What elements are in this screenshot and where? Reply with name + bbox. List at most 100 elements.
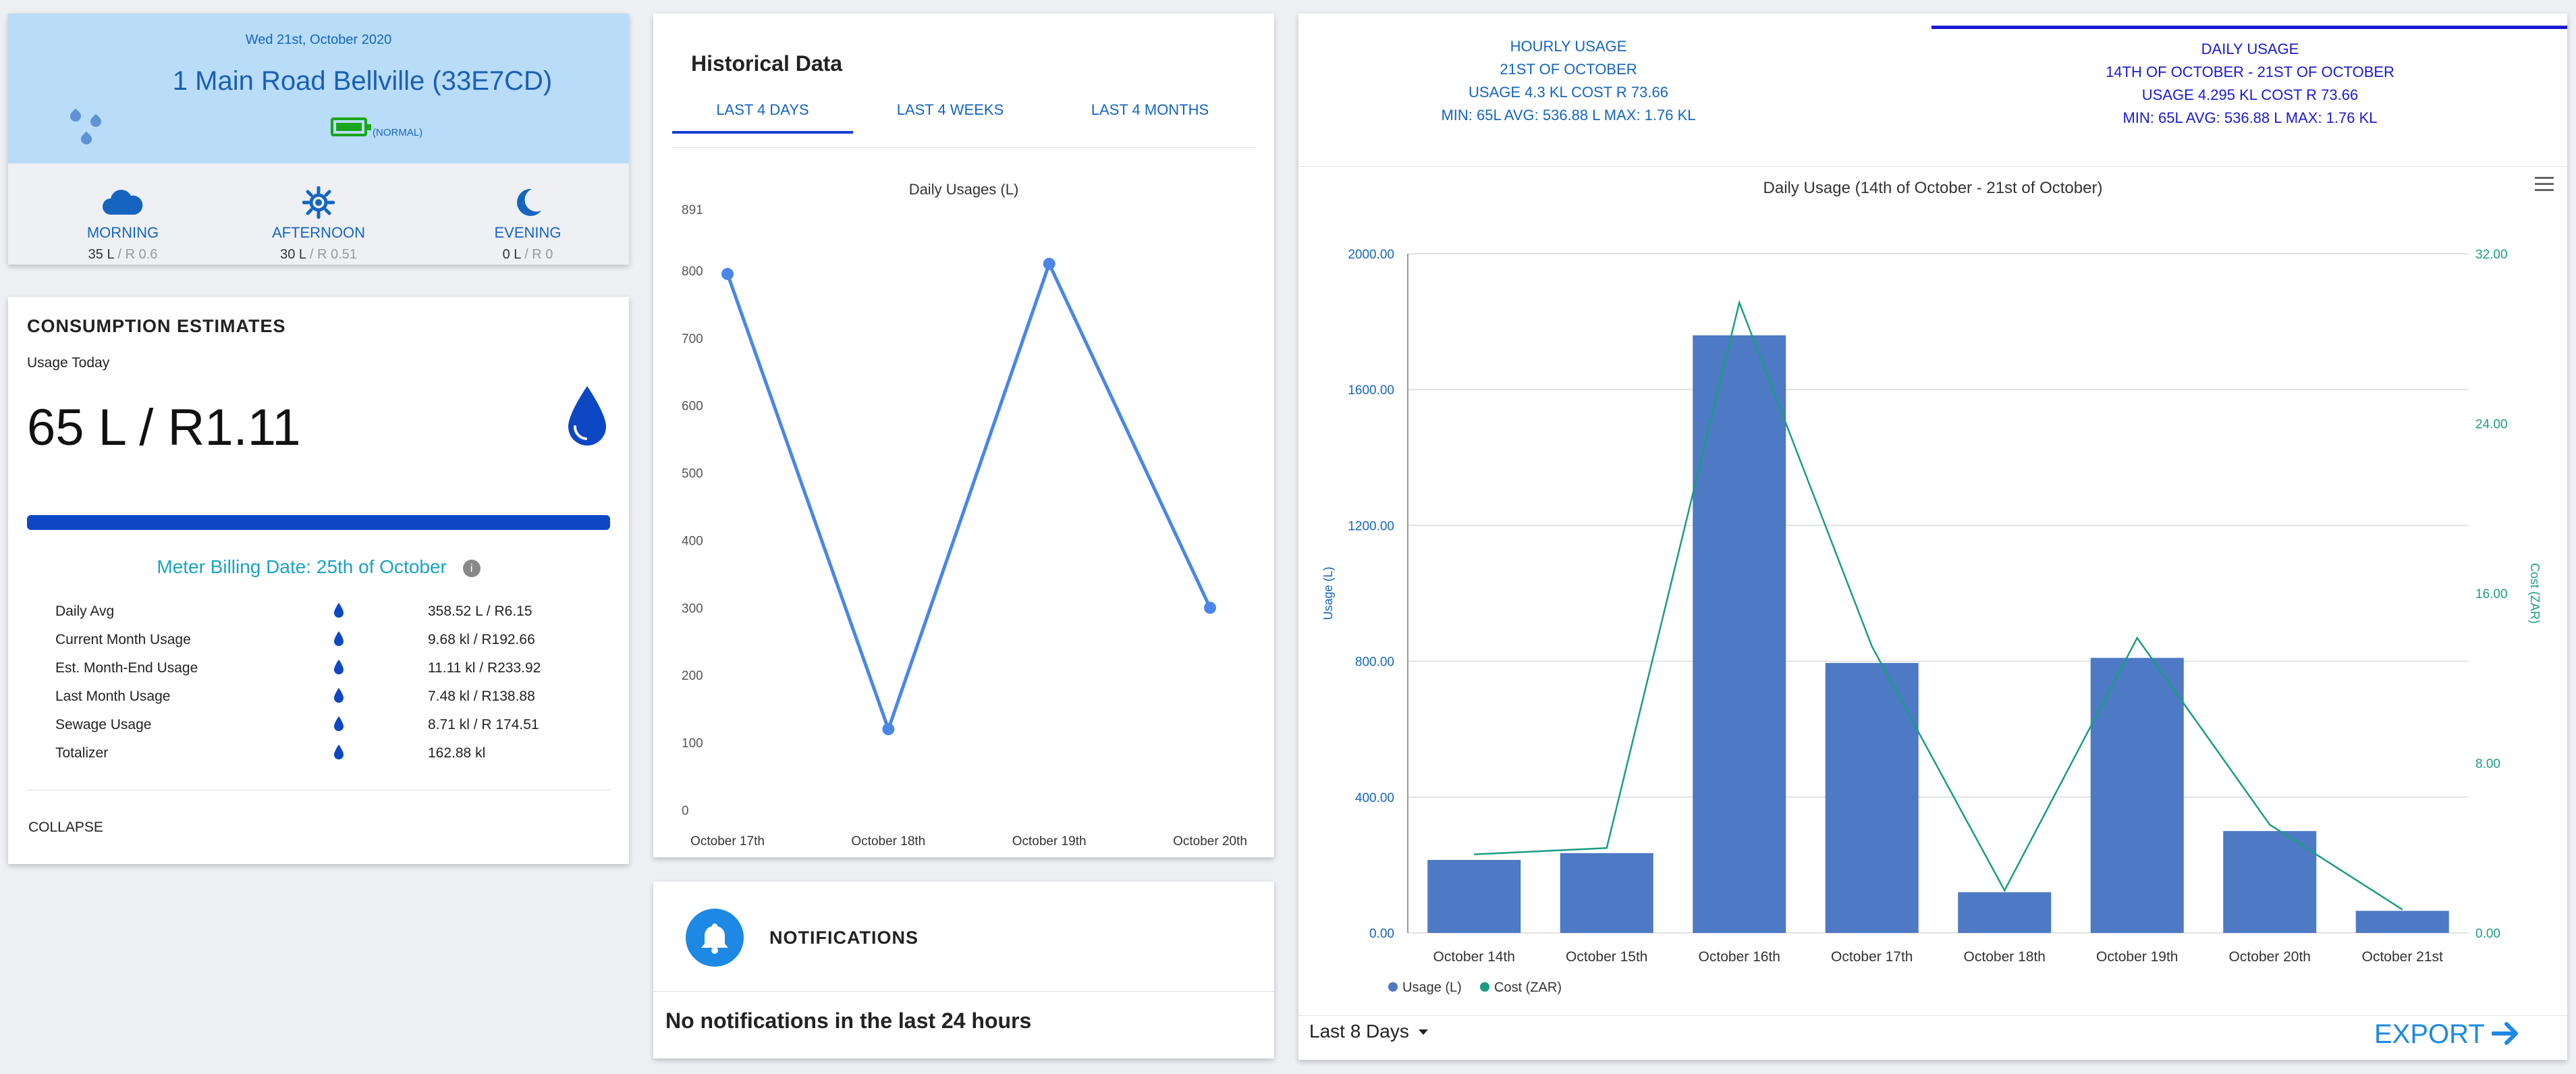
period-value: 30 L / R 0.51 xyxy=(280,247,357,262)
collapse-button[interactable]: COLLAPSE xyxy=(28,820,103,835)
y-tick-label: 891 xyxy=(682,203,703,217)
series-line xyxy=(725,259,1212,734)
y-tick-label-left: 0.00 xyxy=(1369,927,1394,941)
y-tick-label: 100 xyxy=(682,736,703,751)
x-tick-label: October 19th xyxy=(2096,949,2178,965)
y-tick-label: 400 xyxy=(682,534,703,548)
battery-status: (NORMAL) xyxy=(373,127,423,138)
period-value: 35 L / R 0.6 xyxy=(88,247,158,262)
period-label: AFTERNOON xyxy=(271,224,366,241)
usage-bar xyxy=(1560,853,1653,933)
daily-usage-card: HOURLY USAGE 21ST OF OCTOBER USAGE 4.3 K… xyxy=(1298,14,2567,1060)
y-tick-label-left: 2000.00 xyxy=(1348,248,1394,262)
cost-series-line xyxy=(1474,300,2403,911)
water-drop-icon xyxy=(568,386,606,446)
usage-today-label: Usage Today xyxy=(27,355,110,371)
list-item: Sewage Usage 8.71 kl / R 174.51 xyxy=(55,716,539,732)
x-tick-label: October 18th xyxy=(851,834,925,849)
legend-label: Cost (ZAR) xyxy=(1494,980,1562,995)
historical-title: Historical Data xyxy=(691,51,843,76)
x-tick-label: October 21st xyxy=(2362,949,2443,965)
consumption-title: CONSUMPTION ESTIMATES xyxy=(27,316,286,336)
usage-bar xyxy=(2355,911,2449,933)
x-tick-label: October 18th xyxy=(1964,949,2046,965)
bell-icon xyxy=(686,909,744,967)
x-tick-label: October 17th xyxy=(690,834,765,849)
period-label: EVENING xyxy=(494,224,561,241)
data-point xyxy=(882,723,895,736)
chart-title: Daily Usage (14th of October - 21st of O… xyxy=(1763,179,2103,197)
historical-line-chart: Daily Usages (L) 891 800 700 600 500 400 300 200… xyxy=(682,181,1247,849)
divider xyxy=(1298,166,2567,167)
sun-icon xyxy=(302,186,335,219)
usage-today-value: 65 L / R1.11 xyxy=(27,399,301,456)
historical-data-card: Historical Data LAST 4 DAYS LAST 4 WEEKS… xyxy=(653,14,1274,857)
period-label: MORNING xyxy=(86,224,159,241)
notifications-title: NOTIFICATIONS xyxy=(769,928,919,948)
usage-bar xyxy=(1958,892,2052,933)
meter-billing-date: Meter Billing Date: 25th of October i xyxy=(8,556,629,578)
tab-daily-usage[interactable]: DAILY USAGE 14TH OF OCTOBER - 21ST OF OC… xyxy=(2106,41,2394,126)
y-tick-label-left: 400.00 xyxy=(1355,791,1394,805)
info-icon[interactable]: i xyxy=(462,560,481,577)
battery-icon xyxy=(331,117,371,136)
legend-label: Usage (L) xyxy=(1402,980,1462,995)
y-tick-label-right: 8.00 xyxy=(2475,757,2500,772)
divider xyxy=(1298,1015,2567,1016)
x-tick-label: October 15th xyxy=(1566,949,1647,965)
x-tick-label: October 14th xyxy=(1433,949,1515,965)
y-tick-label-right: 24.00 xyxy=(2475,418,2508,432)
chart-menu-icon[interactable] xyxy=(2535,173,2554,195)
list-item: Totalizer 162.88 kl xyxy=(55,745,486,761)
divider xyxy=(672,147,1255,148)
water-drop-icon xyxy=(334,631,344,646)
water-drop-icon xyxy=(334,688,344,703)
chart-title: Daily Usages (L) xyxy=(909,181,1019,198)
list-item: Current Month Usage 9.68 kl / R192.66 xyxy=(55,631,535,647)
data-point xyxy=(721,267,734,280)
y-axis-title-left: Usage (L) xyxy=(1321,566,1335,620)
notifications-card: NOTIFICATIONS No notifications in the la… xyxy=(653,882,1274,1058)
period-value: 0 L / R 0 xyxy=(502,247,553,262)
water-drop-icon xyxy=(334,603,344,618)
usage-bar xyxy=(2090,657,2184,933)
data-point xyxy=(1043,257,1056,270)
y-tick-label-right: 16.00 xyxy=(2475,587,2508,601)
y-tick-label-left: 1200.00 xyxy=(1348,519,1394,533)
range-select-dropdown[interactable]: Last 8 Days xyxy=(1309,1021,1428,1042)
x-tick-label: October 16th xyxy=(1699,949,1780,965)
header-date: Wed 21st, October 2020 xyxy=(245,32,392,47)
list-item: Est. Month-End Usage 11.11 kl / R233.92 xyxy=(55,660,541,676)
x-tick-label: October 19th xyxy=(1012,834,1087,849)
y-tick-label-right: 0.00 xyxy=(2475,927,2500,941)
y-tick-label: 0 xyxy=(682,804,689,818)
period-evening: EVENING 0 L / R 0 xyxy=(454,186,602,263)
legend-marker xyxy=(1480,982,1489,992)
daily-usage-chart: Daily Usage (14th of October - 21st of O… xyxy=(1321,179,2542,995)
y-tick-label: 200 xyxy=(682,669,703,683)
y-tick-label-right: 32.00 xyxy=(2475,248,2508,262)
y-tick-label: 300 xyxy=(682,601,703,616)
tab-last-4-months[interactable]: LAST 4 MONTHS xyxy=(1091,101,1209,118)
water-drop-icon xyxy=(334,716,344,731)
list-item: Daily Avg 358.52 L / R6.15 xyxy=(55,603,532,619)
active-tab-indicator xyxy=(672,131,853,134)
moon-icon xyxy=(517,188,541,216)
y-tick-label-left: 1600.00 xyxy=(1348,383,1394,398)
tab-last-4-weeks[interactable]: LAST 4 WEEKS xyxy=(896,101,1004,118)
y-tick-label: 500 xyxy=(682,467,703,481)
y-axis-title-right: Cost (ZAR) xyxy=(2528,563,2542,624)
usage-bar xyxy=(1825,663,1919,933)
x-tick-label: October 20th xyxy=(1173,834,1247,849)
x-tick-label: October 20th xyxy=(2229,949,2311,965)
caret-down-icon xyxy=(1418,1029,1428,1035)
tab-last-4-days[interactable]: LAST 4 DAYS xyxy=(716,101,809,118)
legend-marker xyxy=(1388,982,1398,992)
tab-hourly-usage[interactable]: HOURLY USAGE 21ST OF OCTOBER USAGE 4.3 K… xyxy=(1441,38,1696,124)
period-afternoon: AFTERNOON 30 L / R 0.51 xyxy=(244,186,393,263)
consumption-estimates-card: CONSUMPTION ESTIMATES Usage Today 65 L /… xyxy=(8,297,629,864)
x-tick-label: October 17th xyxy=(1831,949,1913,965)
y-tick-label: 600 xyxy=(682,400,703,414)
data-point xyxy=(1204,601,1216,614)
export-button[interactable]: EXPORT xyxy=(2374,1019,2520,1050)
